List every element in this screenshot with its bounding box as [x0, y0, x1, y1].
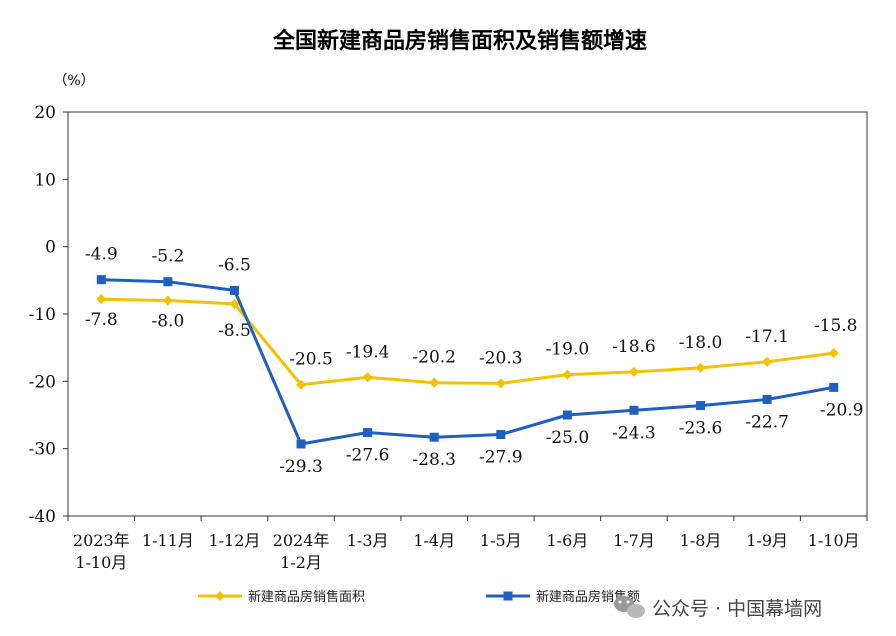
data-point-marker	[163, 277, 173, 287]
series-line	[101, 297, 834, 387]
y-tick-label: 10	[34, 170, 56, 190]
data-point-marker	[96, 275, 106, 285]
x-tick-label: 1-8月	[680, 531, 722, 550]
x-tick-label: 1-7月	[613, 531, 655, 550]
data-label: -25.0	[546, 428, 590, 448]
data-label: -20.3	[479, 348, 523, 368]
data-point-marker	[562, 369, 573, 380]
data-label: -19.4	[346, 342, 390, 362]
x-tick-label: 2024年	[273, 531, 330, 550]
data-label: -5.2	[151, 247, 184, 267]
data-label: -20.9	[820, 400, 864, 420]
data-point-marker	[296, 439, 306, 449]
x-tick-label: 1-11月	[142, 531, 194, 550]
x-tick-label: 1-6月	[546, 531, 588, 550]
data-label: -17.1	[745, 327, 789, 347]
plot-area-frame	[67, 111, 868, 517]
y-tick-label: 0	[45, 238, 56, 258]
x-tick-label: 1-2月	[280, 553, 322, 572]
wechat-icon	[614, 596, 645, 618]
data-point-marker	[762, 395, 772, 405]
y-axis-unit-label: （%）	[53, 73, 94, 89]
y-tick-label: -10	[29, 305, 56, 325]
data-label: -28.3	[412, 450, 456, 470]
legend-marker	[503, 591, 513, 601]
data-label: -6.5	[218, 255, 251, 275]
data-point-marker	[96, 294, 107, 305]
data-label: -15.8	[814, 316, 858, 336]
data-label: -22.7	[745, 413, 789, 433]
data-point-marker	[162, 295, 173, 306]
data-point-marker	[496, 430, 506, 440]
data-label: -19.0	[546, 340, 590, 360]
data-label: -27.9	[479, 448, 523, 468]
data-point-marker	[229, 298, 240, 309]
data-label: -8.5	[218, 321, 251, 341]
data-point-marker	[762, 356, 773, 367]
x-tick-label: 1-5月	[480, 531, 522, 550]
data-label: -20.5	[289, 350, 333, 370]
legend-marker	[215, 591, 225, 601]
data-label: -29.3	[279, 457, 323, 477]
data-point-marker	[829, 382, 839, 392]
series-line	[101, 278, 834, 446]
y-tick-label: -30	[29, 440, 56, 460]
data-point-marker	[562, 410, 572, 420]
data-label: -27.6	[346, 446, 390, 466]
data-point-marker	[429, 377, 440, 388]
x-tick-label: 2023年	[73, 531, 130, 550]
data-point-marker	[363, 428, 373, 438]
data-point-marker	[495, 378, 506, 389]
watermark: 公众号 · 中国幕墙网	[614, 596, 822, 620]
data-point-marker	[429, 432, 439, 442]
chart-title: 全国新建商品房销售面积及销售额增速	[272, 28, 647, 54]
data-point-marker	[362, 372, 373, 383]
watermark-text: 公众号 · 中国幕墙网	[652, 598, 822, 620]
data-point-marker	[628, 366, 639, 377]
data-point-marker	[296, 379, 307, 390]
x-tick-label: 1-10月	[75, 553, 127, 572]
data-label: -18.6	[612, 337, 656, 357]
y-tick-label: 20	[34, 103, 56, 123]
data-label: -7.8	[85, 310, 118, 330]
data-label: -18.0	[679, 333, 723, 353]
x-tick-label: 1-10月	[808, 531, 860, 550]
x-tick-label: 1-9月	[746, 531, 788, 550]
legend-label: 新建商品房销售面积	[248, 589, 365, 605]
data-label: -24.3	[612, 423, 656, 443]
legend-label: 新建商品房销售额	[536, 589, 640, 605]
data-point-marker	[828, 348, 839, 359]
series-sales-amount: -4.9 -5.2 -6.5 -29.3 -27.6 -28.3 -27.9 -25.0 -24…	[85, 245, 864, 477]
x-tick-label: 1-4月	[413, 531, 455, 550]
data-label: -8.0	[151, 312, 184, 332]
data-point-marker	[695, 362, 706, 373]
x-tick-label: 1-3月	[347, 531, 389, 550]
y-tick-label: -20	[29, 372, 56, 392]
x-tick-label: 1-12月	[208, 531, 260, 550]
y-axis: 20 10 0 -10 -20 -30 -40	[29, 103, 68, 527]
series-layer: -7.8 -8.0 -8.5 -20.5 -19.4 -20.2 -20.3 -19.0 -18…	[85, 245, 864, 477]
data-point-marker	[629, 405, 639, 415]
x-axis: 2023年 1-10月 1-11月 1-12月 2024年 1-2月 1-3月 1-4月 1-5…	[67, 516, 868, 572]
data-label: -23.6	[679, 419, 723, 439]
legend: 新建商品房销售面积 新建商品房销售额	[198, 589, 640, 605]
series-sales-area: -7.8 -8.0 -8.5 -20.5 -19.4 -20.2 -20.3 -19.0 -18…	[85, 294, 858, 390]
data-label: -4.9	[85, 245, 118, 265]
data-point-marker	[696, 401, 706, 411]
data-point-marker	[229, 285, 239, 295]
data-label: -20.2	[412, 348, 456, 368]
y-tick-label: -40	[29, 507, 56, 527]
